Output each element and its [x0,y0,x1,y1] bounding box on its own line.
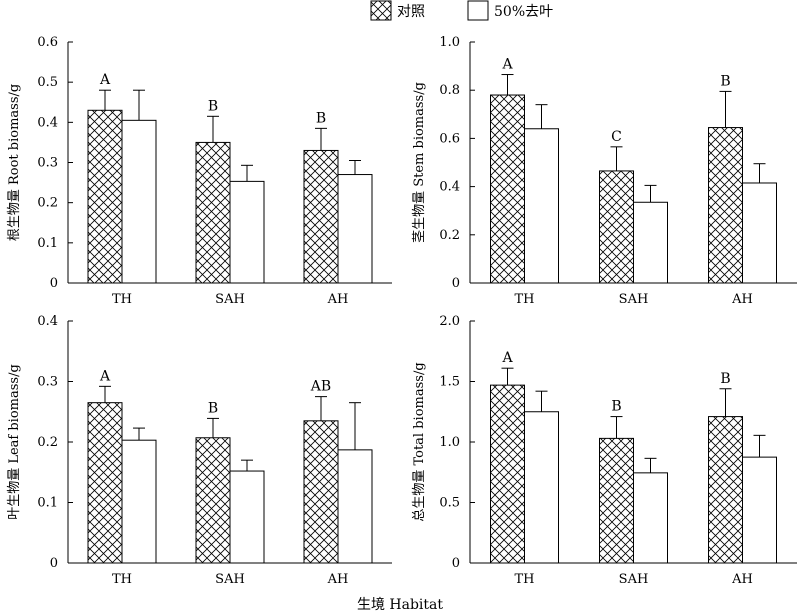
bar-control [708,416,743,564]
significance-label: B [720,73,730,89]
bar-defoliation [337,174,373,284]
y-tick-label: 0.3 [37,375,58,390]
significance-label: A [99,72,111,88]
y-axis-label: 总生物量 Total biomass/g [412,362,427,521]
significance-label: B [720,371,730,387]
bar-control [599,170,634,284]
y-tick-label: 0.4 [37,115,58,130]
bar-defoliation [121,119,157,284]
x-tick-label: AH [731,572,753,587]
bar-control [490,384,525,564]
bar-control [490,94,525,284]
y-tick-label: 0 [50,276,58,291]
y-tick-label: 0.2 [439,228,460,243]
significance-label: A [501,57,513,73]
bar-defoliation [524,411,559,564]
bar-defoliation [742,182,777,284]
x-tick-label: AH [731,292,753,307]
bar-defoliation [633,472,668,564]
bar-control [303,149,339,284]
y-tick-label: 0.1 [37,236,58,251]
bar-control [87,109,123,284]
bar-control [303,420,339,564]
x-tick-label: SAH [215,292,245,307]
bar-defoliation [229,180,265,284]
x-tick-label: TH [514,572,534,587]
y-tick-label: 2.0 [439,314,460,329]
y-tick-label: 0.4 [439,180,460,195]
bar-defoliation [524,128,559,284]
significance-label: C [611,129,622,145]
y-axis-label: 叶生物量 Leaf biomass/g [7,364,22,520]
legend-label-control: 对照 [397,4,425,20]
x-tick-label: AH [327,572,349,587]
chart-panels: 0 0.1 0.2 0.3 0.4 0.5 0.6 根生物量 Root biomass/g TH… [7,35,797,587]
y-tick-label: 0 [50,556,58,571]
x-tick-label: SAH [619,292,649,307]
y-tick-label: 0 [452,276,460,291]
bar-control [87,402,123,564]
significance-label: AB [310,379,331,395]
x-tick-label: SAH [619,572,649,587]
x-tick-label: TH [514,292,534,307]
bar-defoliation [337,449,373,564]
x-tick-label: SAH [215,572,245,587]
y-tick-label: 0.3 [37,156,58,171]
bar-defoliation [121,439,157,564]
bar-control [195,437,231,564]
y-tick-label: 0.6 [439,131,460,146]
y-axis-label: 茎生物量 Stem biomass/g [412,82,427,243]
y-tick-label: 0.5 [439,496,460,511]
y-tick-label: 0.2 [37,196,58,211]
bar-control [195,141,231,284]
y-tick-label: 1.0 [439,35,460,50]
bar-defoliation [633,201,668,284]
y-tick-label: 0.8 [439,83,460,98]
x-tick-label: TH [112,292,132,307]
significance-label: B [208,400,218,416]
x-tick-label: AH [327,292,349,307]
y-tick-label: 0 [452,556,460,571]
y-tick-label: 0.2 [37,435,58,450]
bar-control [599,437,634,564]
legend-swatch-control [370,0,392,21]
y-tick-label: 1.0 [439,435,460,450]
significance-label: B [208,98,218,114]
y-axis-label: 根生物量 Root biomass/g [7,84,22,241]
significance-label: B [316,110,326,126]
y-tick-label: 0.5 [37,75,58,90]
chart-panel-root: 0 0.1 0.2 0.3 0.4 0.5 0.6 根生物量 Root biomass/g TH… [7,35,392,307]
legend-label-defoliation: 50%去叶 [494,4,553,20]
bar-defoliation [742,456,777,564]
x-axis-label: 生境 Habitat [357,597,443,613]
significance-label: B [611,399,621,415]
bar-defoliation [229,470,265,564]
y-tick-label: 0.4 [37,314,58,329]
significance-label: A [501,350,513,366]
chart-panel-leaf: 0 0.1 0.2 0.3 0.4 叶生物量 Leaf biomass/g TH A SAH B A… [7,314,392,587]
legend: 对照 50%去叶 [370,0,553,21]
y-tick-label: 0.6 [37,35,58,50]
y-tick-label: 1.5 [439,375,460,390]
significance-label: A [99,368,111,384]
legend-swatch-defoliation [467,0,489,21]
x-tick-label: TH [112,572,132,587]
chart-panel-total: 0 0.5 1.0 1.5 2.0 总生物量 Total biomass/g TH A SAH B… [412,314,797,587]
bar-control [708,127,743,284]
chart-panel-stem: 0 0.2 0.4 0.6 0.8 1.0 茎生物量 Stem biomass/g TH A SA… [412,35,797,307]
y-tick-label: 0.1 [37,496,58,511]
